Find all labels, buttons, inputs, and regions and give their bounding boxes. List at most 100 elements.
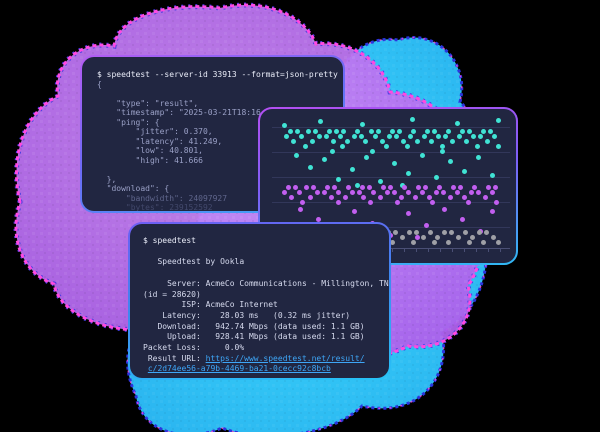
data-dot-gray-band <box>490 234 496 240</box>
data-dot-gray-band <box>399 234 405 240</box>
data-dot-teal-band <box>447 158 453 164</box>
data-dot-purple-band <box>422 184 428 190</box>
data-dot-teal-band <box>349 166 355 172</box>
axis-tick <box>476 248 477 252</box>
terminal-line-text: "type": "result", <box>97 98 199 108</box>
data-dot-teal-band <box>329 148 335 154</box>
terminal-line-text: { <box>97 79 102 89</box>
terminal-line <box>143 268 376 279</box>
data-dot-teal-band <box>358 133 364 139</box>
data-dot-purple-band <box>489 208 495 214</box>
terminal-line: $ speedtest --server-id 33913 --format=j… <box>97 70 338 80</box>
data-dot-purple-band <box>303 184 309 190</box>
data-dot-purple-band <box>387 184 393 190</box>
terminal-line: Server: AcmeCo Communications - Millingt… <box>143 279 389 290</box>
terminal-line-text <box>143 247 148 256</box>
data-dot-gray-band <box>480 239 486 245</box>
data-dot-purple-band <box>310 184 316 190</box>
terminal-line-text <box>143 268 148 277</box>
data-dot-purple-band <box>414 234 420 240</box>
data-dot-gray-band <box>392 229 398 235</box>
data-dot-purple-band <box>299 199 305 205</box>
data-dot-teal-band <box>461 168 467 174</box>
data-dot-teal-band <box>407 133 413 139</box>
data-dot-teal-band <box>298 133 304 139</box>
terminal-line-text: "ping": { <box>97 117 160 127</box>
terminal-line-text: Server: AcmeCo Communications - Millingt… <box>143 278 389 288</box>
data-dot-purple-band <box>423 222 429 228</box>
data-dot-teal-band <box>354 128 360 134</box>
data-dot-teal-band <box>393 133 399 139</box>
data-dot-teal-band <box>480 128 486 134</box>
data-dot-teal-band <box>293 152 299 158</box>
data-dot-purple-band <box>440 189 446 195</box>
data-dot-purple-band <box>475 189 481 195</box>
data-dot-teal-band <box>287 128 293 134</box>
data-dot-teal-band <box>339 143 345 149</box>
terminal-line-text: Result URL: <box>143 353 206 363</box>
data-dot-teal-band <box>495 117 501 123</box>
terminal-line: Speedtest by Ookla <box>143 257 376 268</box>
data-dot-teal-band <box>439 143 445 149</box>
gridline <box>272 227 510 228</box>
data-dot-purple-band <box>367 199 373 205</box>
axis-tick <box>416 248 417 252</box>
data-dot-purple-band <box>492 184 498 190</box>
data-dot-purple-band <box>426 194 432 200</box>
terminal-line-text: "bandwidth": 24097927 <box>97 193 228 203</box>
result-url-link[interactable]: c/2d74ee56-a79b-4469-ba21-0cecc92c8bcb <box>147 364 331 374</box>
terminal-line-text: $ speedtest --server-id 33913 --format=j… <box>97 70 338 79</box>
data-dot-purple-band <box>335 189 341 195</box>
data-dot-purple-band <box>324 184 330 190</box>
terminal-line-text: "timestamp": "2025-03-21T18:16:36Z", <box>97 108 290 117</box>
data-dot-teal-band <box>317 118 323 124</box>
data-dot-teal-band <box>383 143 389 149</box>
data-dot-teal-band <box>414 138 420 144</box>
data-dot-teal-band <box>459 128 465 134</box>
data-dot-purple-band <box>359 184 365 190</box>
data-dot-teal-band <box>307 164 313 170</box>
terminal-line: "download": { <box>97 184 328 194</box>
data-dot-purple-band <box>391 189 397 195</box>
terminal-line-text: Speedtest by Ookla <box>143 257 245 267</box>
data-dot-purple-band <box>461 194 467 200</box>
data-dot-gray-band <box>427 229 433 235</box>
data-dot-purple-band <box>447 194 453 200</box>
terminal-line: ISP: AcmeCo Internet <box>143 300 376 311</box>
data-dot-purple-band <box>360 194 366 200</box>
data-dot-purple-band <box>384 189 390 195</box>
data-dot-gray-band <box>466 239 472 245</box>
terminal-line: Result URL: https://www.speedtest.net/re… <box>143 354 376 365</box>
data-dot-purple-band <box>401 184 407 190</box>
data-dot-teal-band <box>439 148 445 154</box>
data-dot-teal-band <box>354 182 360 188</box>
data-dot-gray-band <box>410 239 416 245</box>
terminal-line: "jitter": 0.370, <box>97 127 328 137</box>
terminal-line: Download: 942.74 Mbps (data used: 1.1 GB… <box>143 322 376 333</box>
terminal-line-text: Download: 942.74 Mbps (data used: 1.1 GB… <box>143 321 365 331</box>
terminal-line-text: ISP: AcmeCo Internet <box>143 300 278 310</box>
data-dot-teal-band <box>323 133 329 139</box>
data-dot-teal-band <box>281 122 287 128</box>
terminal-line-text: "download": { <box>97 184 170 193</box>
data-dot-teal-band <box>474 143 480 149</box>
terminal-line-text <box>97 165 102 174</box>
data-dot-purple-band <box>398 194 404 200</box>
terminal-line: "type": "result", <box>97 99 328 109</box>
data-dot-teal-band <box>305 128 311 134</box>
gridline <box>272 127 510 128</box>
data-dot-purple-band <box>459 216 465 222</box>
data-dot-teal-band <box>433 174 439 180</box>
data-dot-teal-band <box>359 121 365 127</box>
data-dot-teal-band <box>449 138 455 144</box>
terminal-line-text: Packet Loss: 0.0% <box>143 343 245 353</box>
data-dot-purple-band <box>321 189 327 195</box>
data-dot-purple-band <box>377 194 383 200</box>
terminal-line: "latency": 41.249, <box>97 137 328 147</box>
terminal-line <box>97 89 328 99</box>
result-url-link[interactable]: https://www.speedtest.net/result/ <box>205 353 365 363</box>
axis-tick <box>464 248 465 252</box>
terminal-line: }, <box>97 175 328 185</box>
data-dot-teal-band <box>484 138 490 144</box>
